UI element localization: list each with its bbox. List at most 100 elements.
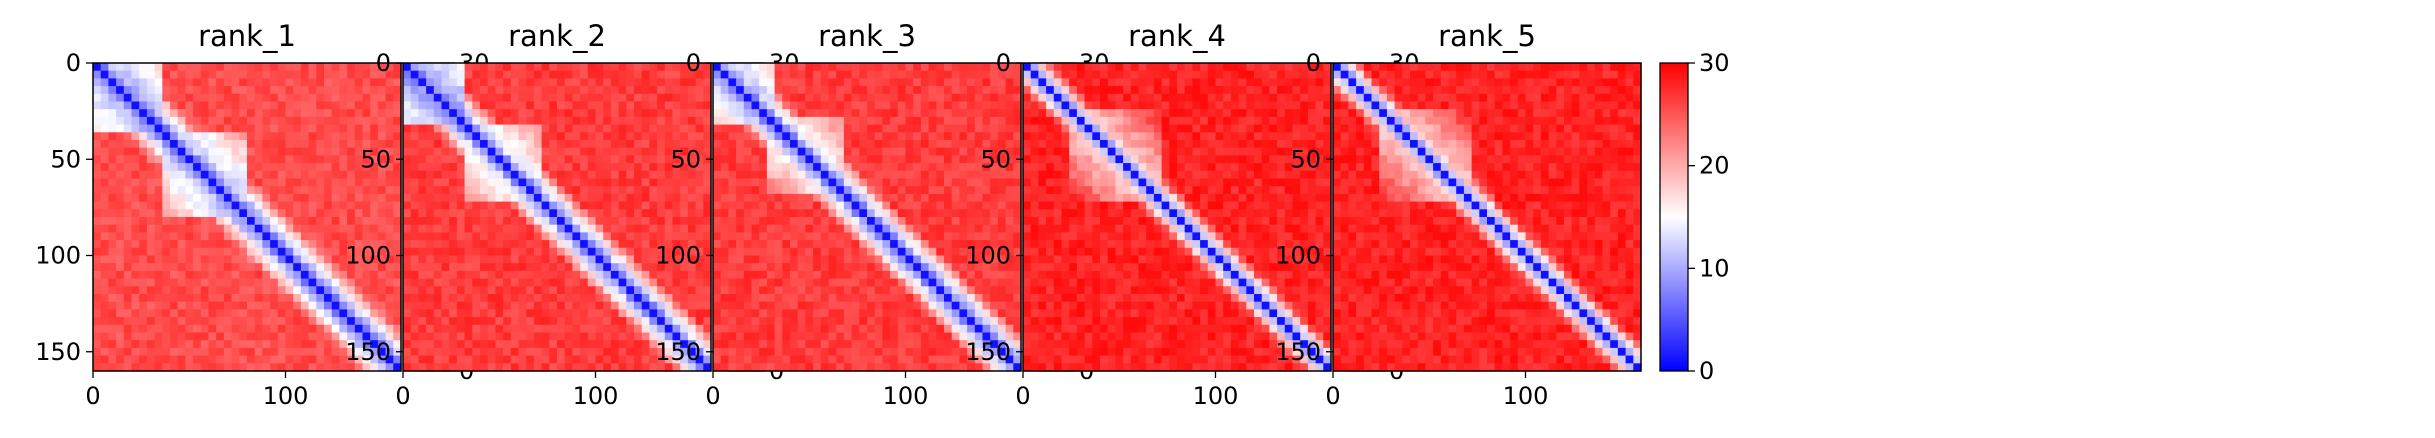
heatmap-cell [410, 78, 419, 87]
heatmap-cell [270, 286, 279, 295]
heatmap-cell [385, 263, 394, 272]
heatmap-cell [618, 240, 627, 249]
heatmap-cell [162, 193, 171, 203]
heatmap-cell [223, 86, 233, 95]
heatmap-cell [828, 193, 837, 203]
heatmap-cell [720, 232, 729, 241]
heatmap-cell [270, 340, 279, 349]
heatmap-cell [897, 317, 907, 326]
heatmap-cell [720, 140, 729, 149]
heatmap-cell [580, 193, 589, 203]
heatmap-cell [449, 170, 458, 180]
heatmap-cell [990, 232, 999, 241]
heatmap-cell [316, 147, 325, 156]
heatmap-cell [370, 278, 379, 287]
heatmap-cell [920, 178, 930, 187]
heatmap-cell [223, 140, 233, 149]
heatmap-cell [324, 63, 333, 72]
heatmap-cell [449, 132, 458, 141]
heatmap-cell [813, 224, 822, 233]
heatmap-cell [913, 178, 922, 187]
heatmap-cell [974, 124, 984, 133]
heatmap-cells [1023, 63, 1332, 372]
heatmap-cell [403, 109, 412, 118]
heatmap-cell [720, 240, 729, 249]
heatmap-cell [324, 332, 333, 341]
heatmap-cell [377, 124, 387, 133]
heatmap-cell [200, 255, 210, 264]
heatmap-cell [503, 332, 512, 341]
heatmap-cell [293, 147, 302, 156]
heatmap-cell [657, 70, 666, 79]
heatmap-cell [177, 217, 186, 226]
heatmap-cell [487, 278, 496, 287]
heatmap-cell [377, 93, 387, 103]
heatmap-cell [100, 278, 109, 287]
heatmap-cell [790, 201, 799, 210]
heatmap-cell [626, 147, 635, 156]
heatmap-cell [510, 209, 520, 218]
heatmap-cell [285, 116, 294, 126]
heatmap-cell [672, 163, 681, 172]
heatmap-cell [728, 286, 737, 295]
heatmap-cell [557, 332, 566, 341]
heatmap-cell [223, 101, 233, 110]
heatmap-cell [518, 193, 527, 203]
heatmap-cell [347, 255, 356, 264]
heatmap-cell [713, 116, 722, 126]
heatmap-cell [959, 193, 968, 203]
heatmap-cell [557, 286, 566, 295]
heatmap-cell [587, 201, 597, 210]
heatmap-cell [759, 201, 768, 210]
heatmap-cell [990, 332, 999, 341]
heatmap-cell [874, 86, 883, 95]
heatmap-cell [790, 70, 799, 79]
heatmap-cell [905, 201, 914, 210]
heatmap-cell [713, 155, 722, 164]
heatmap-cell [634, 201, 643, 210]
heatmap-cell [1005, 101, 1014, 110]
heatmap-cell [774, 147, 783, 156]
heatmap-cell [339, 86, 348, 95]
heatmap-cell [641, 270, 650, 280]
heatmap-cell [549, 109, 558, 118]
heatmap-cell [385, 201, 394, 210]
heatmap-cell [108, 86, 117, 95]
heatmap-cell [518, 286, 527, 295]
heatmap-cell [487, 86, 496, 95]
heatmap-cell [300, 270, 310, 280]
heatmap-cell [641, 132, 650, 141]
heatmap-cell [728, 232, 737, 241]
heatmap-cell [867, 116, 876, 126]
heatmap-cell [967, 109, 976, 118]
heatmap-cell [843, 163, 853, 172]
heatmap-cell [828, 101, 837, 110]
heatmap-cell [736, 332, 745, 341]
heatmap-cell [1323, 70, 1332, 79]
heatmap-cell [362, 86, 371, 95]
heatmap-cell [790, 155, 799, 164]
heatmap-cell [944, 232, 953, 241]
heatmap-cell [680, 301, 689, 310]
heatmap-cell [774, 301, 783, 310]
heatmap-cell [595, 147, 604, 156]
heatmap-cell [626, 247, 635, 257]
heatmap-cell [193, 140, 202, 149]
heatmap-cell [572, 93, 581, 103]
heatmap-cell [208, 255, 217, 264]
heatmap-cell [231, 309, 240, 318]
heatmap-cell [728, 324, 737, 334]
heatmap-cell [997, 163, 1007, 172]
heatmap-cell [890, 224, 899, 233]
heatmap-cell [944, 101, 953, 110]
heatmap-cell [170, 294, 179, 303]
heatmap-cell [216, 301, 225, 310]
heatmap-cell [874, 209, 883, 218]
heatmap-cell [890, 294, 899, 303]
heatmap-cell [308, 340, 317, 349]
heatmap-cell [580, 109, 589, 118]
heatmap-cell [657, 93, 666, 103]
heatmap-cell [687, 93, 697, 103]
heatmap-cell [580, 232, 589, 241]
heatmap-cell [433, 240, 443, 249]
